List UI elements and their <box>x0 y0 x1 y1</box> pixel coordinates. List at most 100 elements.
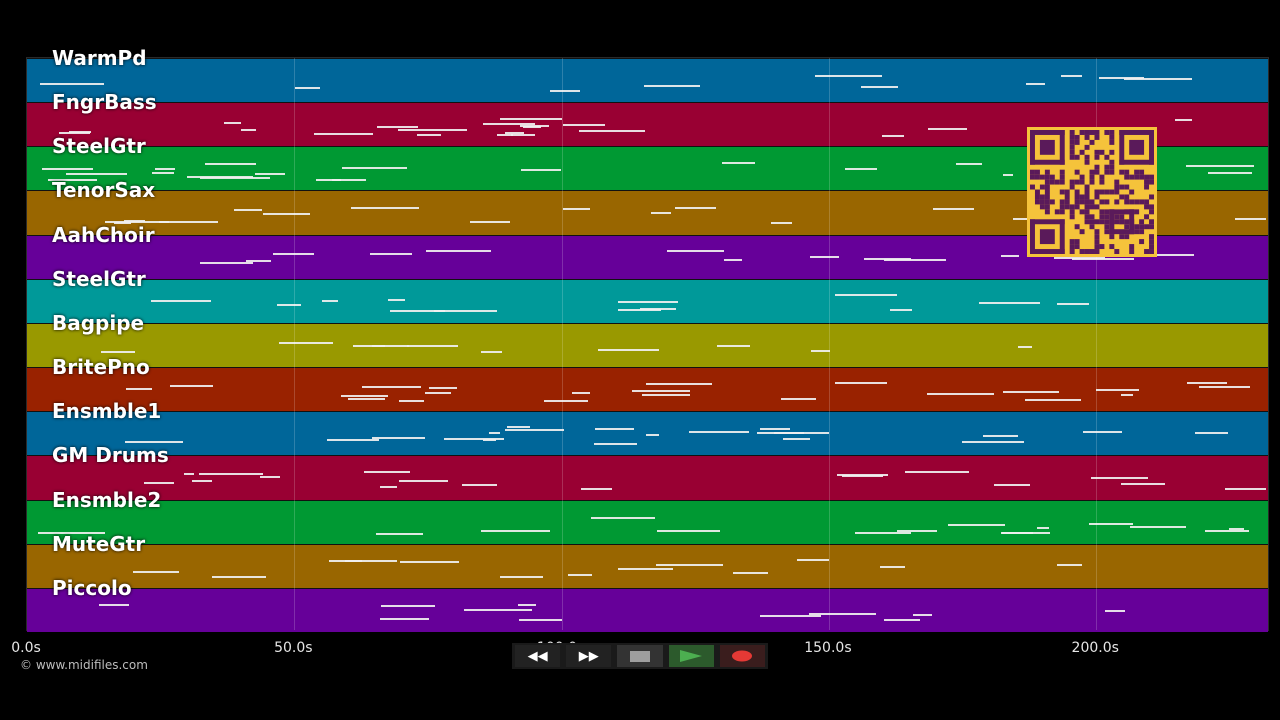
note-mark <box>398 128 468 131</box>
note-mark <box>65 172 127 175</box>
note-mark <box>191 480 212 483</box>
note-mark <box>836 474 889 477</box>
note-mark <box>563 207 591 210</box>
note-mark <box>927 127 968 130</box>
track-name: Ensmble2 <box>52 487 162 512</box>
record-icon <box>732 650 753 662</box>
note-mark <box>1060 74 1083 77</box>
time-gridline <box>294 58 296 630</box>
note-mark <box>520 169 562 172</box>
note-mark <box>993 484 1030 487</box>
rewind-button[interactable]: ◀◀ <box>515 645 561 667</box>
note-mark <box>260 475 281 478</box>
time-gridline <box>828 58 830 630</box>
note-mark <box>617 568 673 571</box>
note-mark <box>640 307 676 310</box>
note-mark <box>657 530 721 533</box>
note-mark <box>544 400 588 403</box>
note-mark <box>101 350 136 353</box>
note-mark <box>733 571 768 574</box>
note-mark <box>500 117 562 120</box>
note-mark <box>760 427 791 430</box>
note-mark <box>1105 609 1125 612</box>
track-lane: GM Drums <box>27 443 1268 500</box>
note-mark <box>618 309 661 312</box>
note-mark <box>463 609 533 612</box>
note-mark <box>1082 430 1122 433</box>
note-mark <box>1018 346 1032 349</box>
note-mark <box>105 221 170 224</box>
note-mark <box>124 440 184 443</box>
note-mark <box>98 603 130 606</box>
note-mark <box>650 212 671 215</box>
note-mark <box>482 122 535 125</box>
note-mark <box>641 393 690 396</box>
note-mark <box>462 483 498 486</box>
note-mark <box>1024 398 1082 401</box>
note-mark <box>279 341 334 344</box>
note-mark <box>398 480 448 483</box>
note-mark <box>1056 564 1082 567</box>
note-mark <box>184 473 195 476</box>
track-name: MuteGtr <box>52 531 146 556</box>
play-icon <box>680 650 703 662</box>
track-name: BritePno <box>52 355 150 380</box>
note-mark <box>667 250 725 252</box>
note-mark <box>1001 255 1019 258</box>
note-mark <box>499 576 544 579</box>
time-gridline <box>1096 58 1098 630</box>
note-mark <box>926 392 994 395</box>
track-name: Piccolo <box>52 575 132 600</box>
note-mark <box>1000 531 1034 534</box>
fast-forward-button[interactable]: ▶▶ <box>566 645 612 667</box>
time-gridline <box>561 58 563 630</box>
note-mark <box>841 475 884 478</box>
note-mark <box>905 470 969 473</box>
note-mark <box>1124 78 1192 81</box>
note-mark <box>39 82 104 85</box>
note-mark <box>1002 174 1014 177</box>
note-mark <box>223 122 242 125</box>
note-mark <box>199 473 264 476</box>
note-mark <box>200 262 253 265</box>
note-mark <box>881 135 905 138</box>
track-lane: Piccolo <box>27 576 1268 632</box>
qr-code <box>1027 127 1157 257</box>
note-mark <box>426 249 492 252</box>
track-lane: SteelGtr <box>27 267 1268 323</box>
track-lane: Bagpipe <box>27 311 1268 368</box>
note-mark <box>347 398 385 401</box>
note-mark <box>483 439 497 442</box>
note-mark <box>417 134 441 137</box>
note-mark <box>363 470 411 473</box>
note-mark <box>1037 527 1049 530</box>
note-mark <box>675 207 716 210</box>
note-mark <box>598 349 659 352</box>
note-mark <box>1234 217 1266 220</box>
note-mark <box>155 167 176 170</box>
note-mark <box>932 207 975 210</box>
note-mark <box>504 132 524 135</box>
note-mark <box>506 426 530 429</box>
note-mark <box>469 221 511 224</box>
track-name: WarmPd <box>52 46 147 70</box>
note-mark <box>760 614 822 617</box>
note-mark <box>316 178 341 181</box>
stop-button[interactable] <box>617 645 663 667</box>
play-button[interactable] <box>668 645 714 667</box>
note-mark <box>593 443 638 446</box>
note-mark <box>889 308 913 311</box>
note-mark <box>1175 118 1193 121</box>
note-mark <box>322 300 338 303</box>
note-mark <box>796 558 830 561</box>
note-mark <box>212 576 267 579</box>
note-mark <box>1208 171 1253 174</box>
time-tick-label: 50.0s <box>274 640 313 656</box>
note-mark <box>399 399 424 402</box>
note-mark <box>369 253 413 256</box>
record-button[interactable] <box>719 645 766 667</box>
track-name: GM Drums <box>52 443 169 468</box>
note-mark <box>351 206 420 209</box>
note-mark <box>390 309 445 312</box>
note-mark <box>834 294 897 297</box>
